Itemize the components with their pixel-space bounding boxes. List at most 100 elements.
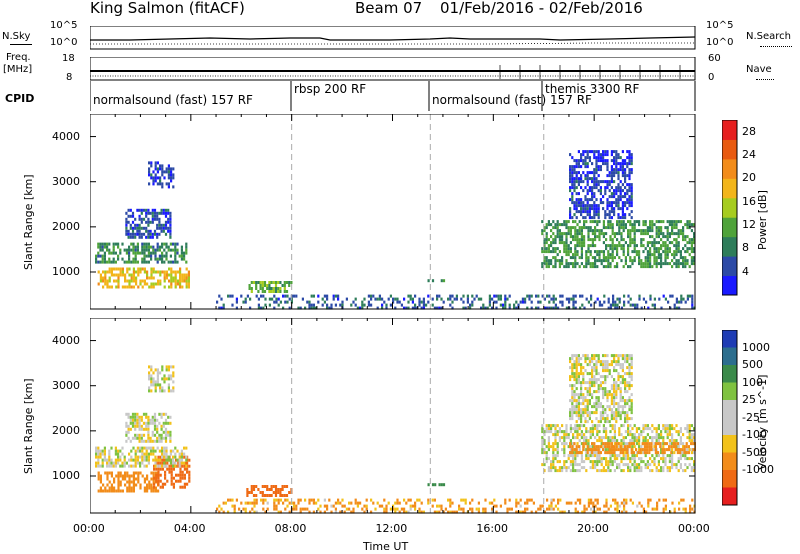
power-cell [176,270,179,274]
vel-cell [157,473,160,477]
power-cell [610,192,613,196]
power-cell [135,276,138,280]
vel-cell [576,433,579,437]
power-cell [618,232,621,236]
power-cell [163,285,166,289]
vel-cell [188,473,191,477]
vel-cell [635,442,638,446]
vel-cell [594,451,597,455]
vel-cell [110,471,113,475]
power-cell [451,300,454,304]
power-cell [543,306,546,310]
power-cell [567,220,570,224]
power-cell [378,297,381,301]
vel-cell [117,480,120,484]
power-cell [141,245,144,249]
power-cell [565,235,568,239]
vel-cell [295,507,298,511]
vel-cell [619,417,622,421]
power-cell [660,253,663,257]
vel-cell [615,393,618,397]
vel-cell [117,477,120,481]
power-cell [103,251,106,255]
vel-cell [334,501,337,505]
power-cell [664,297,667,301]
vel-cell [148,365,151,369]
vel-cell [550,424,553,428]
nave-legend-line [756,79,774,80]
vel-cell [587,430,590,434]
power-cell [599,198,602,202]
power-cell [132,285,135,289]
power-cell [546,294,549,298]
vel-cell [628,381,631,385]
power-cell [131,232,135,236]
power-cell [121,273,124,277]
vel-cell [581,510,584,514]
power-cell [143,267,146,271]
vel-cell [169,436,172,440]
vel-cell [647,504,650,508]
vel-cell [627,442,630,446]
power-cell [668,235,671,239]
vel-cell [117,455,120,459]
vel-cell [526,501,529,505]
power-cell [363,303,366,307]
power-cell [569,241,572,245]
power-cell [396,297,399,301]
power-cell [605,238,608,242]
power-cell [638,297,641,301]
vel-cell [493,498,496,502]
vel-cell [575,445,578,449]
power-cell [113,279,116,283]
power-cell [575,177,578,181]
power-cell [669,294,672,298]
vel-cell [599,360,602,364]
vel-cell [129,427,132,431]
power-cell [693,247,696,251]
vel-cell [103,452,106,456]
vel-cell [119,489,122,493]
vel-cell [664,427,667,431]
vel-cell [628,384,631,388]
vel-cell [135,483,138,487]
vel-cell [343,510,346,514]
vel-cell [363,510,366,514]
vel-cell [582,393,585,397]
power-cell [567,265,570,269]
power-cell [571,192,574,196]
power-cell [422,300,425,304]
power-cell [609,238,612,242]
vel-cell [638,445,641,449]
power-cell [363,297,366,301]
vel-cell [616,504,619,508]
power-cell [613,213,616,217]
power-cell [268,290,271,293]
vel-cell [653,448,656,452]
vel-cell [604,408,607,412]
vel-cell [158,439,161,443]
power-cell [482,306,485,310]
vel-cell [629,439,632,443]
power-cell [506,297,509,301]
power-cell [662,235,665,239]
power-cell [584,165,587,169]
power-cell [556,223,559,227]
power-cell [586,192,589,196]
vel-cell [671,424,674,428]
vel-cell [622,454,625,458]
power-cell [541,232,544,236]
power-cell [152,282,155,286]
power-cell [97,251,100,255]
vel-cell [431,498,434,502]
vel-cell [586,402,589,406]
vel-cell [574,507,577,511]
vel-cell [599,451,602,455]
power-cell [115,279,118,283]
vel-cell [607,463,610,467]
vel-cell [619,375,622,379]
power-cell [630,183,633,187]
vel-cell [455,510,458,514]
freq-label-1: Freq. [6,52,31,63]
vel-cell [365,498,368,502]
